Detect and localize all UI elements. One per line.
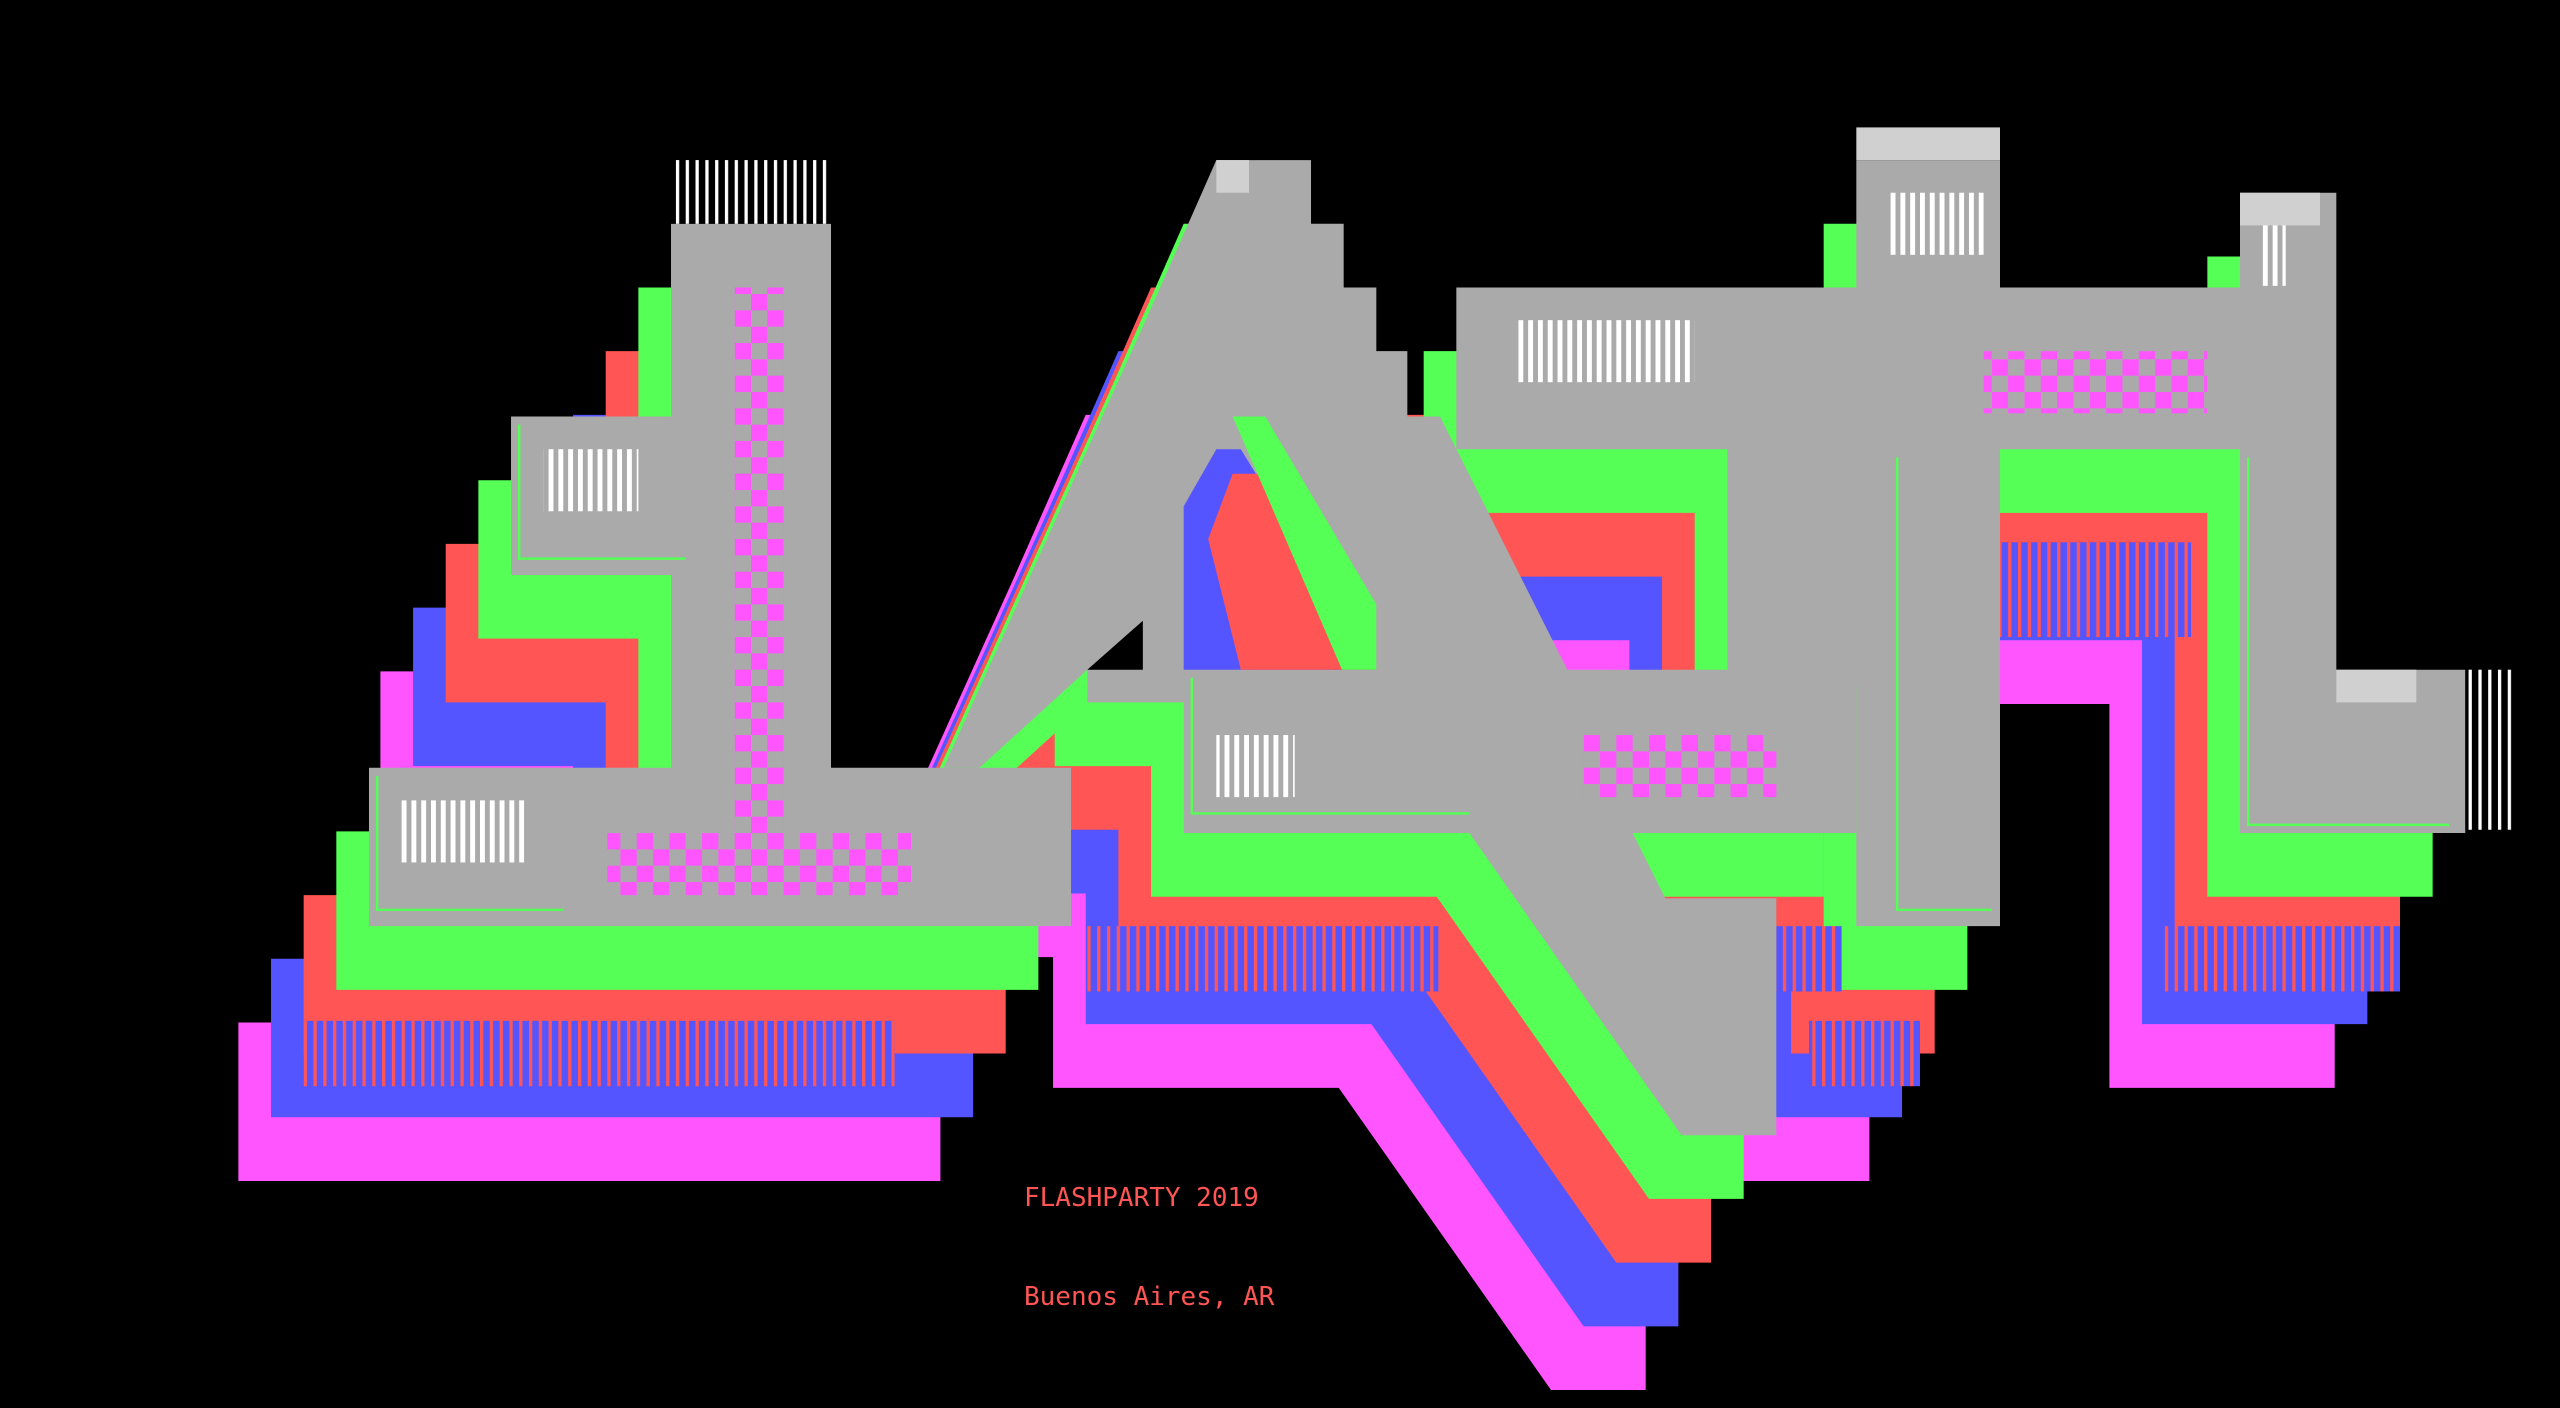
logo-letter-faces — [368, 160, 2466, 1136]
checker-patch — [734, 287, 784, 834]
dither-patch — [1216, 160, 1249, 193]
stripe-patch — [671, 160, 832, 224]
checker-patch — [1583, 735, 1777, 798]
shadow-stripe-texture — [2160, 926, 2400, 992]
stripe-patch — [1518, 320, 1695, 383]
letter-t-face — [1456, 160, 2466, 927]
checker-patch — [1983, 351, 2208, 414]
outline-accent — [375, 775, 564, 912]
shadow-stripe-texture — [1087, 926, 1439, 992]
outline-accent — [517, 424, 686, 560]
outline-accent — [1895, 457, 1992, 912]
event-location: Buenos Aires, AR — [1024, 1282, 1275, 1312]
shadow-stripe-texture — [303, 1020, 895, 1087]
letter-a-counter — [1232, 416, 1377, 670]
dither-patch — [2240, 192, 2320, 226]
shadow-stripe-texture — [2000, 542, 2192, 638]
event-caption: FLASHPARTY 2019 Buenos Aires, AR — [1024, 1116, 1274, 1347]
stripe-patch — [1888, 192, 1984, 255]
shadow-stripe-texture — [1808, 1020, 1920, 1087]
stripe-patch — [1216, 735, 1295, 798]
letter-a-face — [943, 160, 1857, 1136]
event-title: FLASHPARTY 2019 — [1024, 1183, 1259, 1213]
outline-accent — [2246, 457, 2449, 827]
stripe-patch — [2259, 223, 2286, 286]
logo-texture-details — [375, 127, 2515, 912]
letter-l-face — [368, 223, 1072, 927]
stripe-patch — [2465, 669, 2515, 830]
stripe-patch — [543, 449, 639, 512]
dither-patch — [2336, 669, 2417, 703]
stripe-patch — [400, 800, 528, 863]
outline-accent — [1190, 677, 1470, 815]
checker-patch — [607, 833, 912, 896]
dither-patch — [1856, 127, 2000, 161]
